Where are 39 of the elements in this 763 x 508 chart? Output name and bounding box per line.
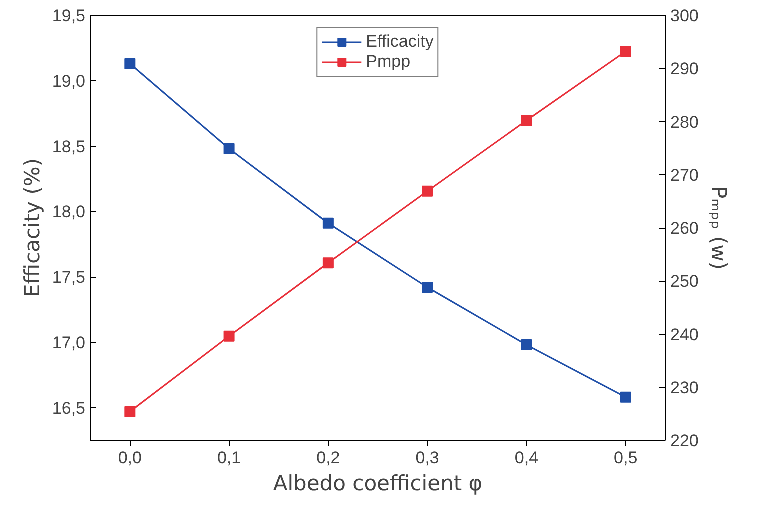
legend-label: Efficacity <box>366 32 434 52</box>
y2-tick-label: 230 <box>670 378 699 398</box>
point <box>124 406 136 418</box>
point <box>124 58 136 70</box>
y2-tick-label: 240 <box>670 325 699 344</box>
y2-tick-label: 250 <box>670 272 699 292</box>
point <box>322 218 334 229</box>
point <box>422 282 434 293</box>
y2-tick-label: 220 <box>670 432 699 450</box>
y2-tick-label: 290 <box>670 60 699 79</box>
point <box>422 186 434 197</box>
point <box>224 330 235 342</box>
x-tick-label: 0,5 <box>614 448 638 468</box>
point <box>620 392 632 403</box>
y2-tick-label: 280 <box>670 112 699 132</box>
y2-tick-label: 260 <box>670 219 699 238</box>
y-tick-label: 17,0 <box>52 333 86 352</box>
x-axis-title: Albedo coefficient φ <box>273 472 483 496</box>
point <box>322 258 334 269</box>
y-tick-label: 18,0 <box>52 202 86 222</box>
point <box>620 46 632 58</box>
x-tick-label: 0,2 <box>316 448 340 468</box>
y-tick-label: 16,5 <box>52 398 86 418</box>
y-tick-label: 17,5 <box>52 268 86 288</box>
x-tick-label: 0,0 <box>118 448 142 468</box>
y-tick-label: 19,0 <box>52 72 86 91</box>
x-tick-label: 0,3 <box>416 448 440 468</box>
y-tick-label: 19,5 <box>52 6 86 26</box>
y2-tick-label: 300 <box>670 6 699 26</box>
point <box>521 340 532 351</box>
y2-tick-label: 270 <box>670 166 699 185</box>
y-axis-title: Efficacity (%) <box>20 158 44 298</box>
y-tick-label: 18,5 <box>52 137 86 156</box>
legend-label: Pmpp <box>366 52 411 72</box>
point <box>224 143 235 154</box>
point <box>521 115 532 126</box>
y2-axis-title: Pₘₚₚ (w) <box>706 186 731 270</box>
x-tick-label: 0,1 <box>217 448 242 468</box>
x-tick-label: 0,4 <box>514 448 539 468</box>
